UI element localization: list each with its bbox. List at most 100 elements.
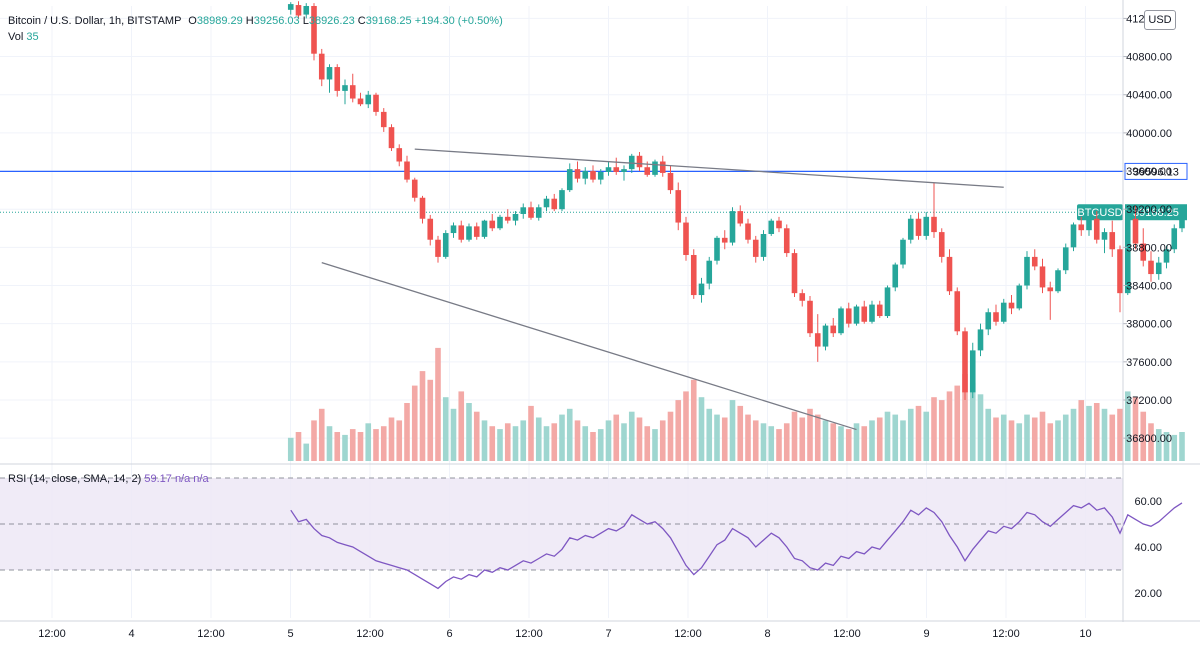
volume-bar (1140, 411, 1147, 461)
candle-body (628, 155, 635, 170)
volume-bar (442, 397, 449, 461)
candle-body (822, 325, 829, 347)
volume-bar (311, 420, 317, 461)
change-value: +194.30 (+0.50%) (414, 15, 503, 27)
horizontal-levels: 39596.13 BTCUSD 39168.25 (0, 162, 1188, 221)
volume-legend: Vol 35 (8, 30, 39, 44)
volume-bar (481, 420, 488, 461)
volume-bars (287, 347, 1185, 461)
candle-body (1000, 302, 1007, 322)
candle-body (706, 260, 713, 284)
volume-bar (1171, 434, 1178, 461)
candle-body (1117, 249, 1123, 294)
volume-bar (799, 417, 806, 461)
candle-body (1109, 232, 1116, 250)
rsi-tick-label: 20.00 (1134, 588, 1162, 600)
candle-body (962, 331, 968, 393)
candle-body (396, 148, 403, 162)
volume-bar (1024, 414, 1030, 461)
candle-body (349, 85, 356, 99)
volume-bar (644, 426, 651, 461)
volume-bar (1124, 391, 1131, 461)
candle-body (760, 234, 767, 257)
volume-bar (628, 411, 635, 461)
trendline (414, 148, 1004, 188)
volume-bar (605, 420, 612, 461)
volume-bar (745, 414, 751, 461)
volume-bar (318, 408, 325, 461)
volume-bar (404, 403, 410, 461)
price-tick-label: 40000.00 (1126, 128, 1172, 140)
volume-bar (566, 408, 573, 461)
high-value: 39256.03 (253, 15, 300, 27)
candle-body (311, 6, 317, 54)
candle-body (659, 161, 666, 173)
candle-body (737, 211, 744, 224)
volume-bar (876, 417, 883, 461)
candle-body (1163, 249, 1170, 263)
candle-body (466, 226, 472, 240)
candle-body (520, 207, 527, 214)
time-label: 4 (128, 628, 134, 640)
currency-button[interactable]: USD (1144, 10, 1176, 30)
candle-body (582, 171, 589, 179)
volume-bar (977, 394, 984, 461)
rsi-value: 59.17 (144, 473, 172, 485)
price-tick-label: 38800.00 (1126, 242, 1172, 254)
rsi-title[interactable]: RSI (14, close, SMA, 14, 2) (8, 473, 142, 485)
volume-bar (900, 420, 906, 461)
volume-bar (690, 379, 697, 461)
candle-body (807, 300, 813, 334)
volume-bar (489, 426, 496, 461)
candle-body (1016, 285, 1023, 309)
volume-bar (582, 426, 589, 461)
volume-bar (729, 400, 736, 461)
candle-body (388, 127, 395, 149)
volume-bar (1086, 405, 1092, 461)
trendlines[interactable] (321, 148, 1004, 431)
volume-bar (636, 417, 643, 461)
volume-bar (985, 408, 992, 461)
volume-bar (334, 432, 341, 461)
volume-bar (303, 443, 310, 461)
price-tick-label: 37600.00 (1126, 357, 1172, 369)
candle-body (876, 304, 883, 317)
volume-label: Vol (8, 31, 24, 43)
candle-body (535, 207, 542, 218)
candle-body (1140, 243, 1147, 261)
volume-bar (535, 417, 542, 461)
symbol-title[interactable]: Bitcoin / U.S. Dollar, 1h, BITSTAMP (8, 15, 182, 27)
volume-bar (497, 429, 503, 461)
time-label: 7 (605, 628, 611, 640)
volume-bar (512, 426, 519, 461)
candle-body (1086, 218, 1092, 231)
volume-bar (295, 432, 302, 461)
volume-bar (714, 414, 720, 461)
volume-bar (721, 417, 728, 461)
candle-body (698, 283, 705, 296)
candle-body (1101, 232, 1108, 240)
volume-bar (1008, 420, 1015, 461)
volume-bar (1101, 408, 1108, 461)
low-value: 38926.23 (308, 15, 355, 27)
volume-bar (737, 405, 744, 461)
candle-body (683, 222, 689, 255)
price-tick-label: 40800.00 (1126, 52, 1172, 64)
volume-bar (1179, 432, 1185, 461)
volume-bar (621, 423, 627, 461)
candle-body (1062, 247, 1069, 271)
price-tick-label: 36800.00 (1126, 433, 1172, 445)
volume-bar (776, 429, 782, 461)
volume-bar (954, 385, 961, 461)
volume-bar (520, 420, 527, 461)
current-price-label: 39168.25 (1133, 207, 1179, 219)
chart-legend: Bitcoin / U.S. Dollar, 1h, BITSTAMP O389… (8, 14, 503, 28)
volume-bar (411, 385, 418, 461)
candle-body (1031, 256, 1038, 267)
candle-body (411, 179, 418, 198)
volume-bar (1148, 423, 1154, 461)
candle-body (1055, 270, 1061, 292)
rsi-tick-label: 40.00 (1134, 542, 1162, 554)
